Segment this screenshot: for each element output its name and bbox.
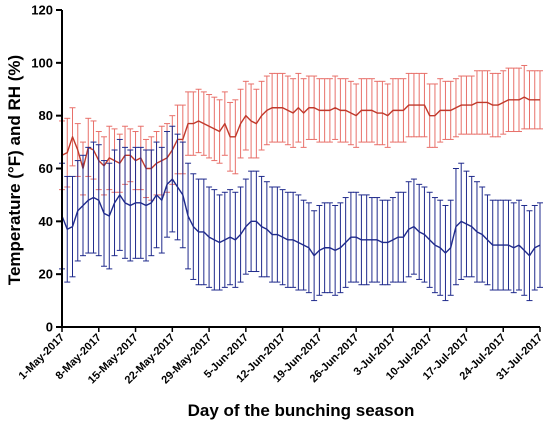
y-tick-label: 60 — [39, 161, 53, 176]
x-axis-title: Day of the bunching season — [188, 401, 415, 420]
y-tick-label: 100 — [31, 55, 53, 70]
y-tick-label: 40 — [39, 214, 53, 229]
y-tick-label: 80 — [39, 108, 53, 123]
y-tick-label: 120 — [31, 3, 53, 18]
series-1-error-bars — [59, 64, 543, 201]
axes-layer — [61, 10, 540, 328]
series-1 — [59, 64, 543, 201]
y-axis-title: Temperature (°F) and RH (%) — [5, 55, 24, 285]
series-2-error-bars — [59, 125, 543, 302]
ticks-layer: 0204060801001201-May-20178-May-201715-Ma… — [17, 3, 545, 387]
y-tick-label: 20 — [39, 267, 53, 282]
series-1-line — [61, 96, 540, 170]
series-2-line — [61, 178, 541, 257]
series-layer — [59, 64, 543, 302]
series-2 — [59, 125, 543, 302]
y-tick-label: 0 — [46, 320, 53, 335]
error-bar — [537, 202, 543, 288]
